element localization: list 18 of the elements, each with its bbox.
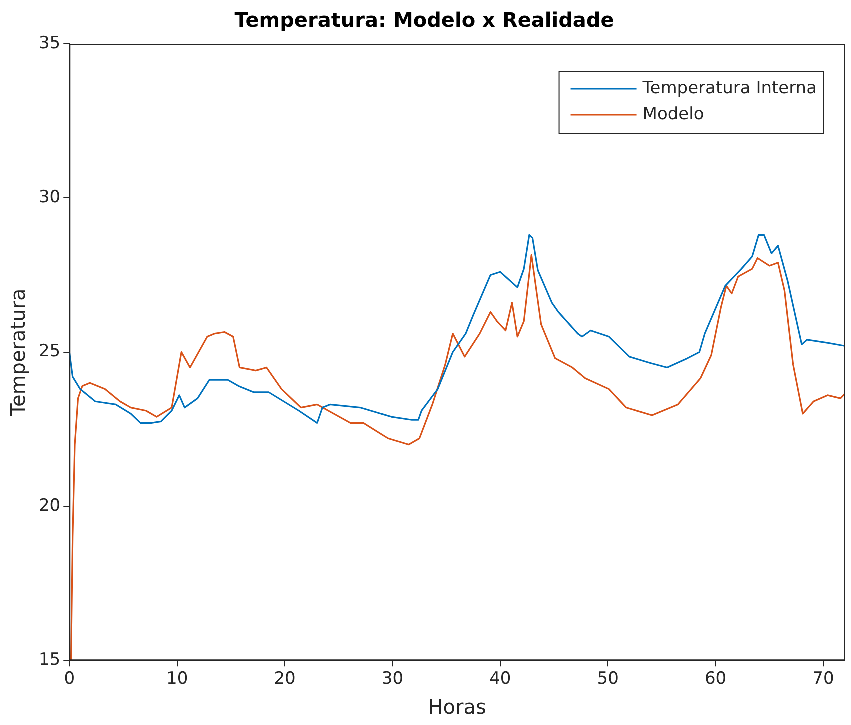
x-tick-label: 50 [597,669,619,690]
y-tick-label: 15 [38,650,61,670]
x-tick-label: 10 [166,669,188,690]
x-tick-label: 20 [274,669,296,690]
x-tick-label: 40 [490,669,512,690]
chart-title: Temperatura: Modelo x Realidade [234,8,614,32]
y-tick-label: 35 [38,33,61,54]
x-tick-label: 60 [704,669,727,690]
x-axis-title: Horas [428,695,486,720]
legend-label: Temperatura Interna [642,78,817,98]
x-tick-label: 0 [64,669,76,690]
legend-label: Modelo [642,104,704,124]
y-tick-label: 25 [38,342,61,362]
x-tick-label: 30 [382,669,404,690]
y-axis-title: Temperatura [6,288,30,417]
y-tick-label: 30 [38,188,61,208]
y-tick-label: 20 [38,496,61,516]
x-tick-label: 70 [812,669,834,690]
